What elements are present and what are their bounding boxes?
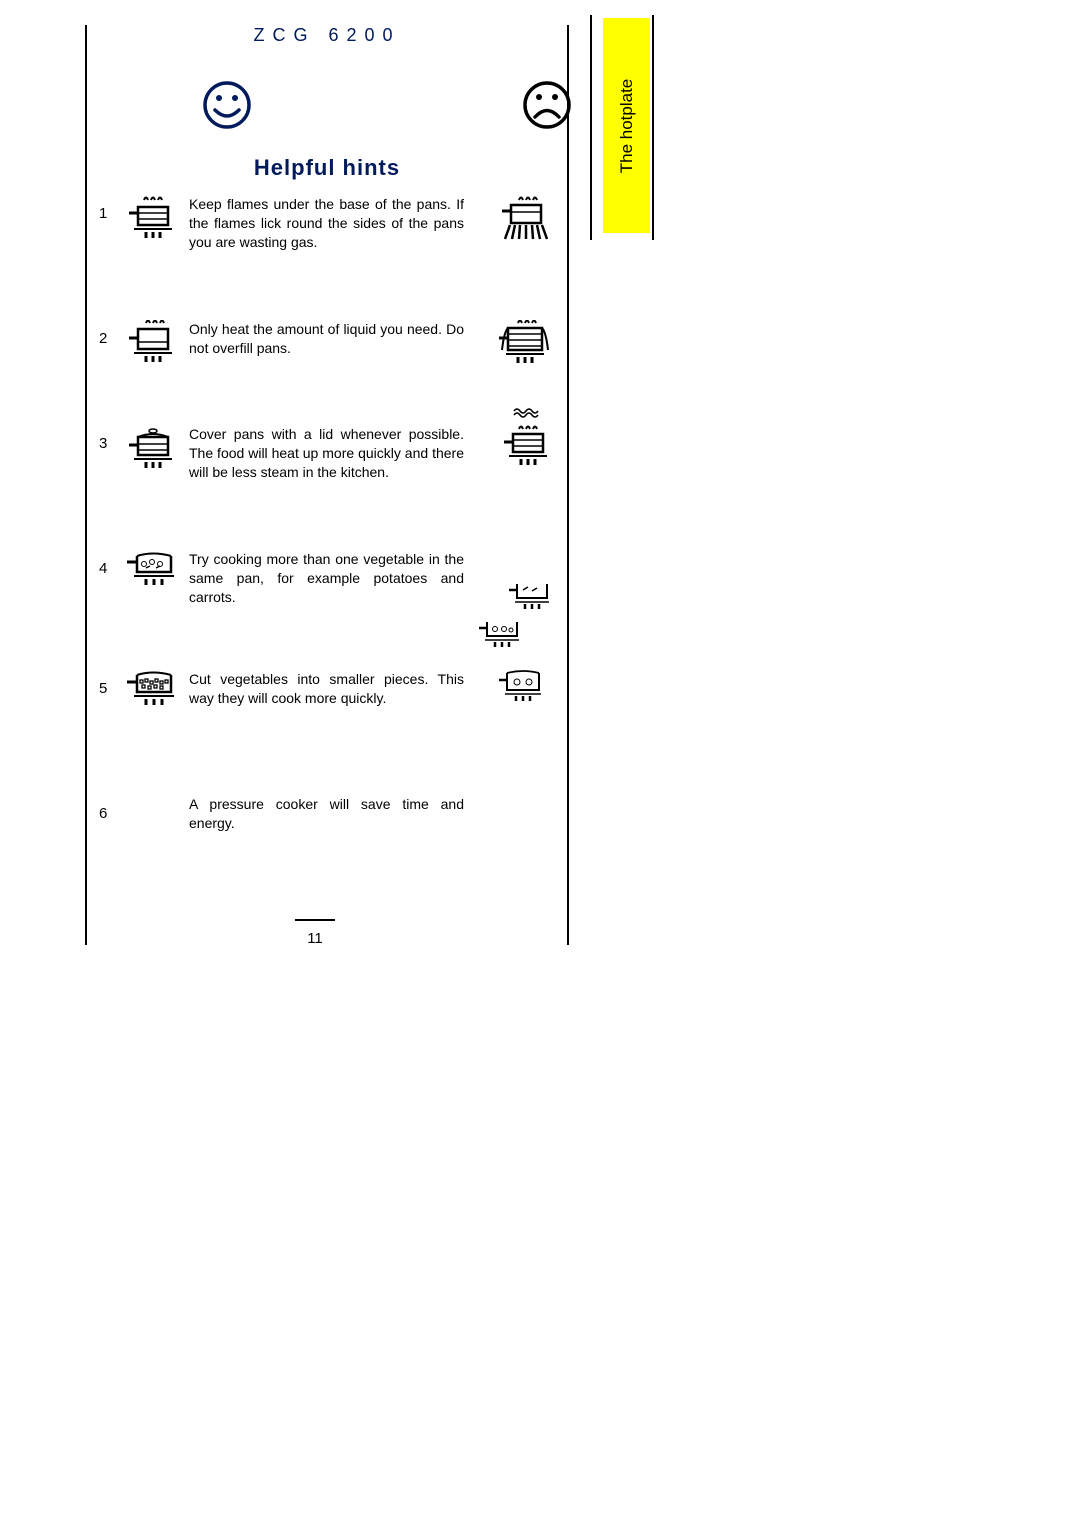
hint-text: Cut vegetables into smaller pieces. This… — [189, 670, 464, 708]
side-tab: The hotplate — [603, 18, 650, 233]
pan-flame-under-icon — [124, 195, 179, 245]
hint-number: 1 — [99, 205, 107, 222]
hint-text: Cover pans with a lid whenever possible.… — [189, 425, 464, 482]
page-number: 11 — [0, 930, 630, 947]
smiley-face-icon — [202, 80, 252, 130]
hint-number: 3 — [99, 435, 107, 452]
hint-text: Keep flames under the base of the pans. … — [189, 195, 464, 252]
page-number-rule — [295, 919, 335, 921]
pan-small-pieces-icon — [124, 670, 184, 715]
page: ZCG 6200 Helpful hints 1 — [0, 0, 1080, 1528]
pan-mixed-veg-icon — [124, 550, 184, 595]
pan-lid-icon — [124, 425, 179, 475]
multi-pan-icon — [479, 580, 554, 720]
hint-text: Only heat the amount of liquid you need.… — [189, 320, 464, 358]
content-frame: ZCG 6200 Helpful hints 1 — [85, 25, 569, 945]
frowny-face-icon — [522, 80, 572, 130]
pan-steam-icon — [499, 407, 554, 477]
hint-text: Try cooking more than one vegetable in t… — [189, 550, 464, 607]
hint-number: 2 — [99, 330, 107, 347]
hint-number: 4 — [99, 560, 107, 577]
hint-text: A pressure cooker will save time and ene… — [189, 795, 464, 833]
pan-overfill-icon — [494, 320, 554, 375]
pan-part-full-icon — [124, 320, 179, 370]
model-number: ZCG 6200 — [87, 25, 567, 46]
hint-number: 6 — [99, 805, 107, 822]
pan-flame-around-icon — [499, 195, 554, 250]
hint-number: 5 — [99, 680, 107, 697]
side-tab-label: The hotplate — [617, 78, 637, 173]
section-heading: Helpful hints — [87, 155, 567, 181]
